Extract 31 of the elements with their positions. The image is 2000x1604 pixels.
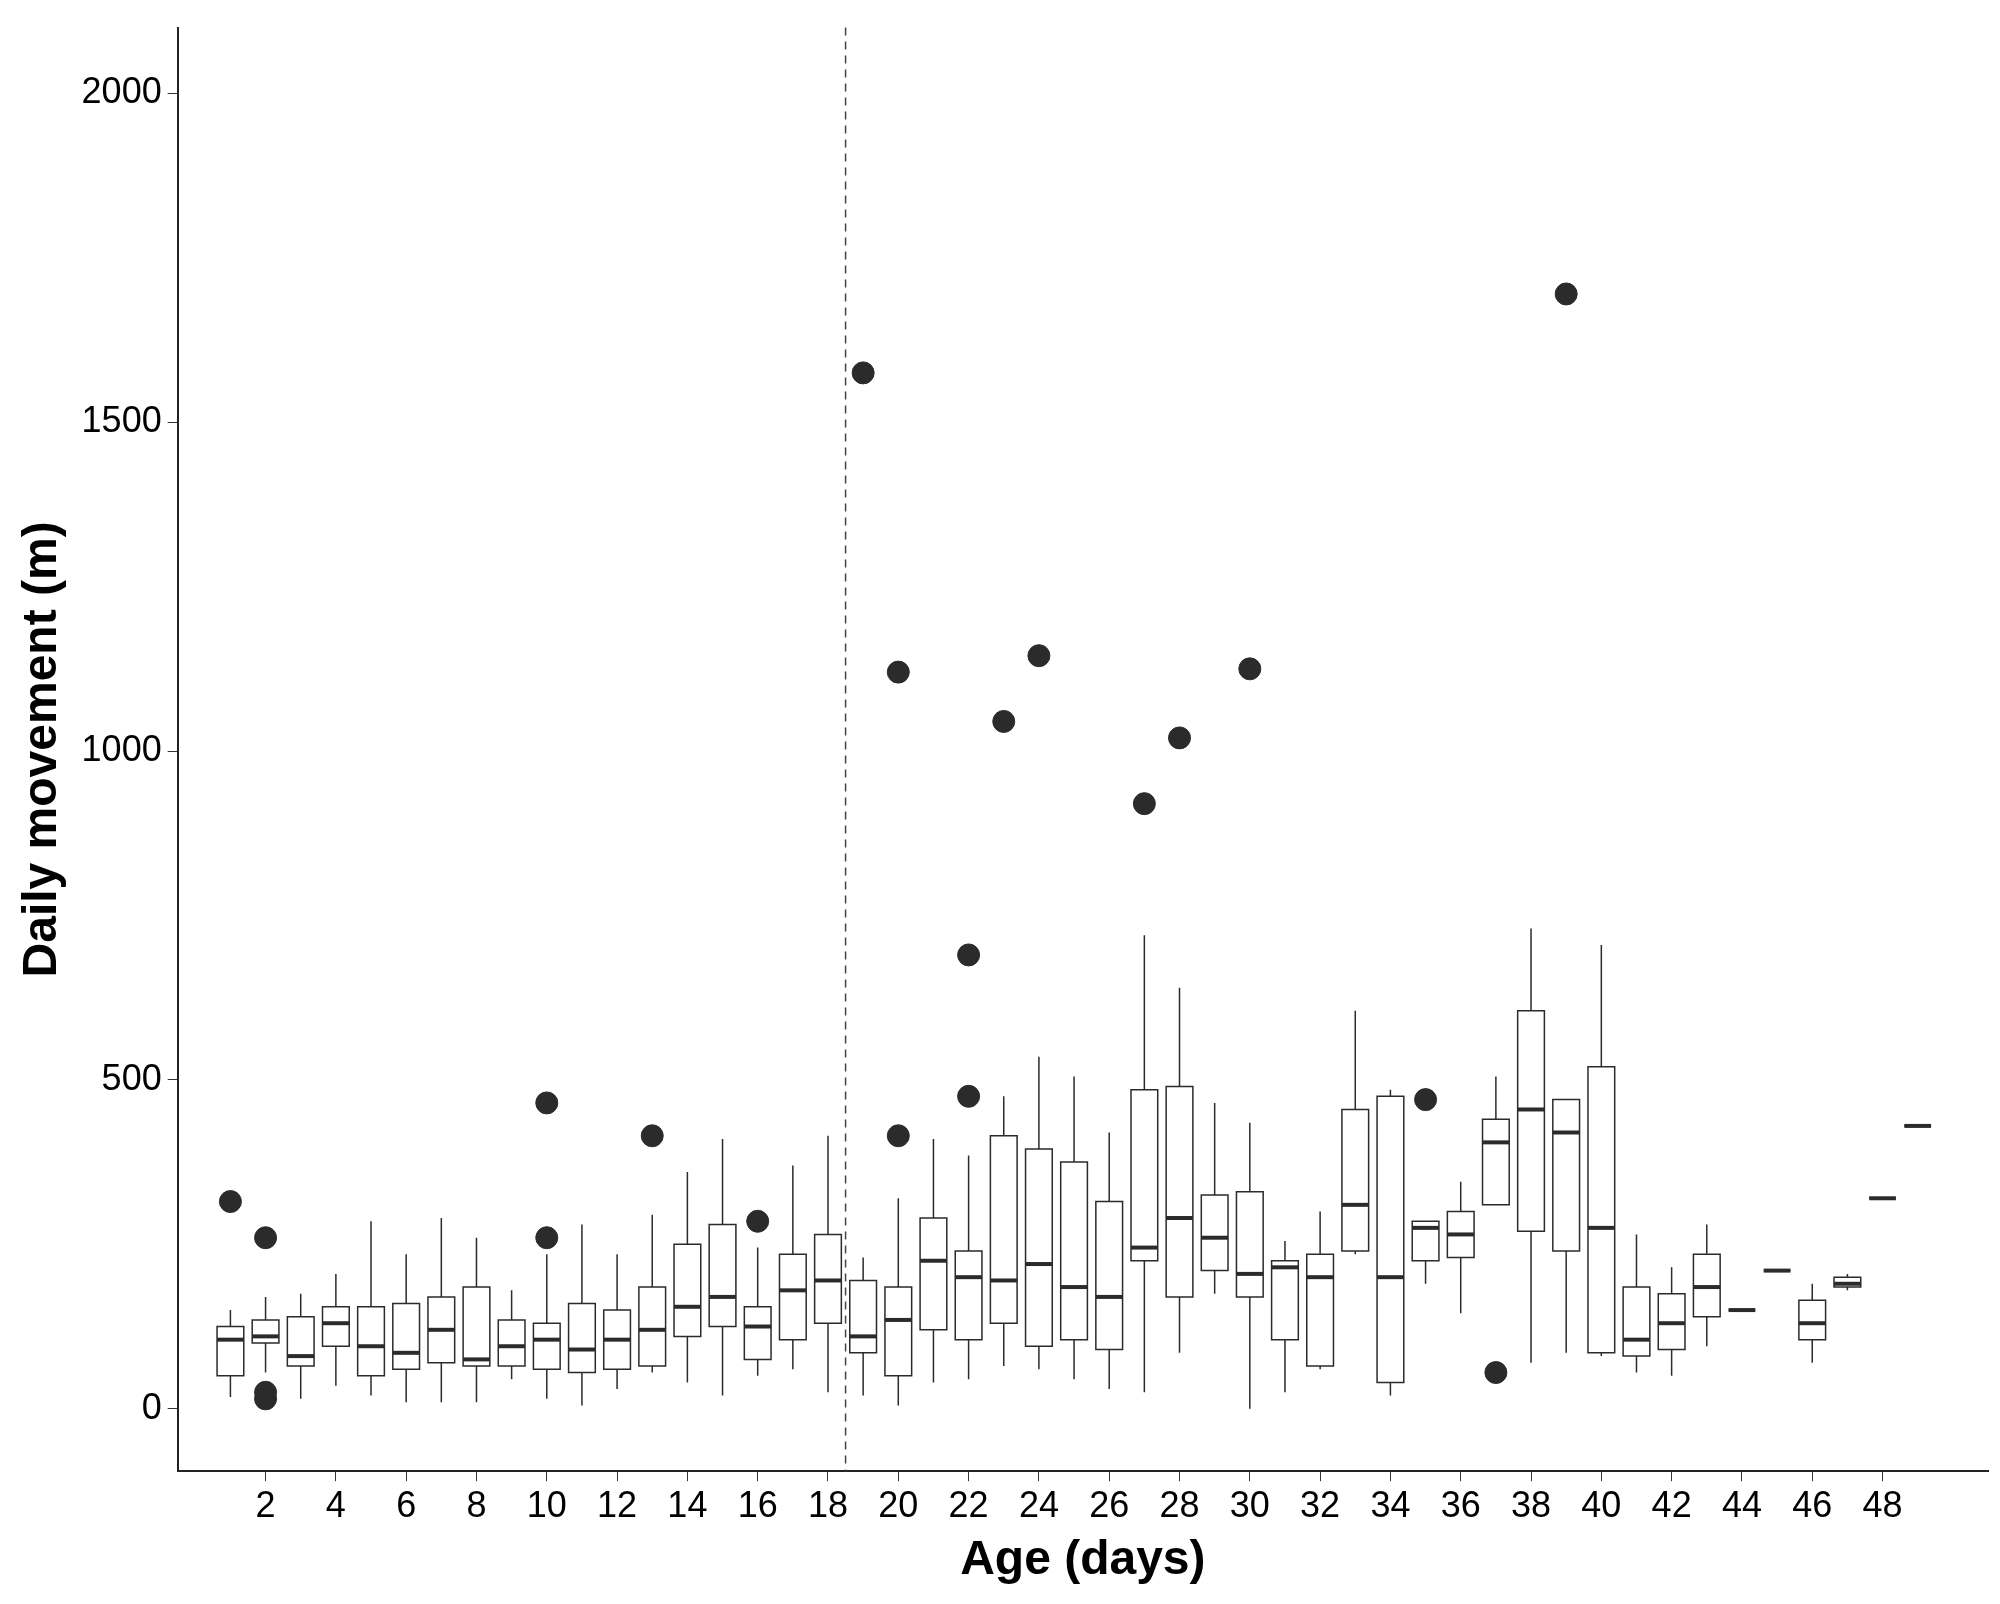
- x-tick-label: 30: [1229, 1483, 1270, 1525]
- x-tick-label: 18: [807, 1483, 849, 1525]
- x-tick-label: 14: [667, 1483, 708, 1525]
- y-axis-title: Daily movement (m): [13, 521, 67, 978]
- x-tick-label: 28: [1159, 1483, 1200, 1525]
- x-tick-label: 32: [1300, 1483, 1341, 1525]
- y-tick-label: 2000: [81, 70, 162, 112]
- x-tick-label: 26: [1089, 1483, 1130, 1525]
- x-tick-label: 38: [1511, 1483, 1552, 1525]
- x-tick-label: 4: [325, 1483, 346, 1525]
- x-tick-label: 48: [1862, 1483, 1903, 1525]
- x-tick-label: 40: [1581, 1483, 1622, 1525]
- x-tick-label: 10: [526, 1483, 567, 1525]
- x-tick-label: 20: [878, 1483, 919, 1525]
- x-tick-label: 22: [948, 1483, 989, 1525]
- y-tick-label: 500: [101, 1056, 162, 1098]
- x-axis-title: Age (days): [960, 1531, 1206, 1585]
- y-tick-label: 1000: [81, 727, 162, 769]
- x-tick-label: 44: [1721, 1483, 1762, 1525]
- x-tick-label: 2: [255, 1483, 276, 1525]
- x-tick-label: 12: [597, 1483, 638, 1525]
- x-tick-label: 46: [1792, 1483, 1833, 1525]
- x-tick-label: 16: [737, 1483, 778, 1525]
- x-tick-label: 34: [1370, 1483, 1411, 1525]
- x-tick-label: 24: [1018, 1483, 1059, 1525]
- x-tick-label: 36: [1440, 1483, 1481, 1525]
- x-tick-label: 8: [466, 1483, 487, 1525]
- y-tick-label: 0: [141, 1385, 162, 1427]
- y-tick-label: 1500: [81, 399, 162, 441]
- x-tick-label: 6: [396, 1483, 417, 1525]
- x-tick-label: 42: [1651, 1483, 1692, 1525]
